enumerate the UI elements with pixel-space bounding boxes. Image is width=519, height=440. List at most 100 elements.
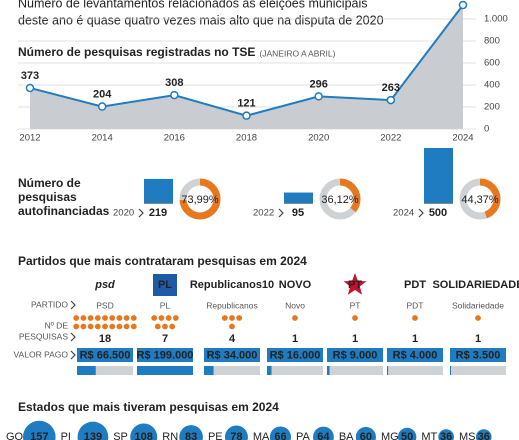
dot [475,315,481,321]
dot [412,315,418,321]
bubble-label: 50 [401,431,413,440]
chevron [138,208,144,218]
paid-track [204,366,260,375]
point [386,95,396,105]
paid-box [450,348,506,362]
count-label: 1 [475,333,481,345]
chart-title: Partidos que mais contrataram pesquisas … [18,254,307,268]
x-tick-label: 2020 [308,133,329,144]
bubble-label: 139 [84,431,102,440]
count-label: 4 [229,333,236,345]
bubble [23,420,56,440]
state-label: MG [381,431,399,440]
chart-title: Estados que mais tiveram pesquisas em 20… [18,400,279,414]
x-tick-label: 2014 [92,133,113,144]
party-logo: PDT [404,279,426,291]
count-dots [221,315,243,330]
chevron [70,332,76,342]
share-label: 73,99% [181,194,219,206]
paid-track [387,366,443,375]
paid-label: R$ 66.500 [80,349,131,361]
count-dots [292,315,298,321]
dot [352,315,358,321]
dot [236,315,243,321]
row-label: PESQUISAS [19,331,68,341]
bubble-label: 60 [360,431,372,440]
bubble [77,421,109,440]
paid-label: R$ 3.500 [456,349,501,361]
dot [80,323,87,330]
state-label: GO [6,431,24,440]
y-tick-label: 400 [484,80,500,91]
y-tick-label: 800 [484,35,500,46]
y-tick-label: 600 [484,57,500,68]
chart-title: Número de pesquisas registradas no TSE [18,45,255,59]
state-label: SP [113,431,128,440]
dot [102,323,108,330]
chevron [70,350,76,360]
dot [292,315,298,321]
paid-box [327,348,383,362]
bubble-label: 36 [440,431,452,440]
party-logo: SOLIDARIEDADE [432,279,519,291]
paid-box [267,348,323,362]
bar [424,148,453,203]
point [242,111,251,120]
state-label: PE [208,431,223,440]
paid-track [77,366,133,375]
dot [158,315,165,321]
dot [109,323,116,330]
party-name: PSD [96,300,113,310]
paid-bar [327,366,330,375]
chart-subtitle: (JANEIRO A ABRIL) [259,48,335,58]
paid-bar [137,366,193,375]
value-label: 204 [93,88,112,100]
value-label: 219 [149,207,167,219]
party-name: PT [350,300,361,310]
dot [102,315,108,321]
paid-box [77,348,133,362]
dot [116,323,123,330]
header-line: Número de levantamentos relacionados às … [18,0,368,10]
category-label: 2020 [113,208,134,219]
party-logo: NOVO [279,279,312,291]
count-dots [352,315,358,321]
dot [229,323,235,330]
bubble [130,423,158,440]
bubble-label: 64 [317,431,330,440]
state-label: BA [339,431,354,440]
dot [130,315,137,321]
count-dots [412,315,418,321]
count-label: 1 [292,333,298,345]
x-tick-label: 2012 [19,133,40,144]
state-label: RN [162,431,178,440]
party-name: Republicanos [206,300,258,310]
value-label: 500 [429,207,447,219]
dot [130,323,137,330]
paid-track [327,366,383,375]
value-label: 373 [21,70,39,82]
paid-bar [204,366,214,375]
dot [94,315,101,321]
category-label: 2022 [253,208,274,219]
state-label: MT [421,431,437,440]
paid-box [137,348,193,362]
x-tick-label: 2016 [164,133,185,144]
bubble [355,426,376,440]
bubble-label: 83 [185,431,197,440]
point [314,92,323,101]
chart-title: autofinanciadas [18,204,110,218]
bubble-label: 36 [478,431,490,440]
category-label: 2024 [393,208,414,219]
paid-bar [267,366,272,375]
bubble [397,427,417,440]
dot [73,315,80,321]
value-label: 296 [309,78,327,90]
bar [284,192,313,203]
count-dots [151,315,179,330]
dot [94,323,101,330]
paid-box [387,348,443,362]
dot [123,323,130,330]
donut-share [319,178,361,220]
x-tick-label: 2022 [380,133,401,144]
